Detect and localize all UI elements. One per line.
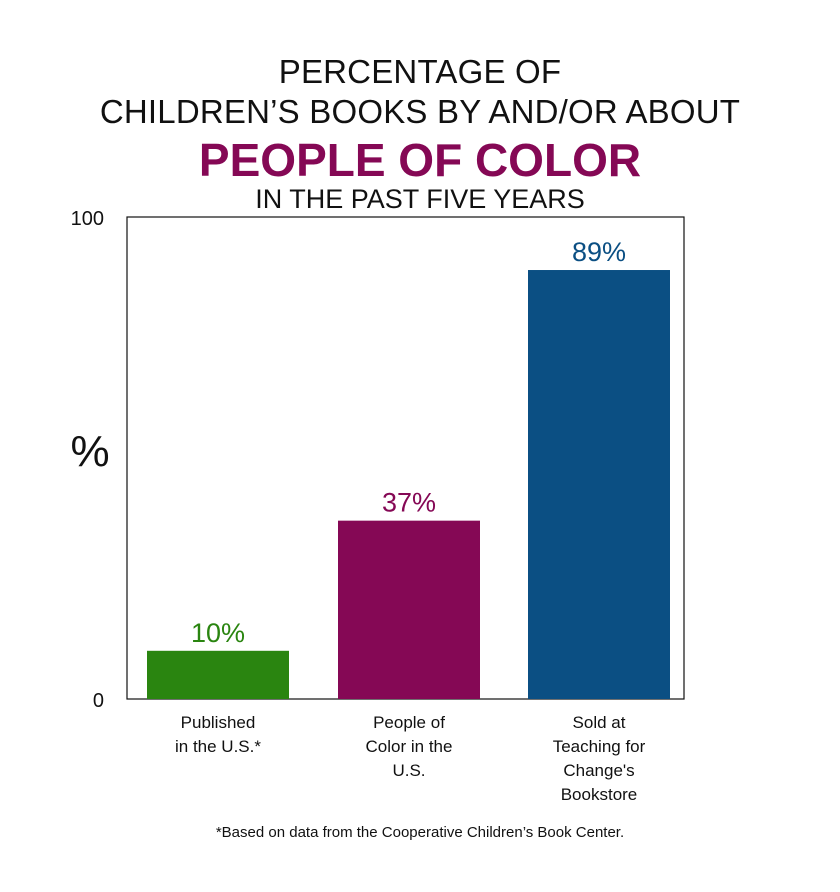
bar-value-label: 10% (191, 618, 245, 648)
bar-value-label: 37% (382, 488, 436, 518)
x-category-label-line: Color in the (366, 737, 453, 756)
x-category-label: Published in the U.S.* (175, 713, 261, 756)
x-category-label: Sold at Teaching for Change's Bookstore (553, 713, 646, 804)
x-category-label-line: Change's (563, 761, 634, 780)
chart-title-line-1: PERCENTAGE OF (278, 53, 562, 90)
x-category-label-line: U.S. (392, 761, 425, 780)
x-category-label-line: Sold at (573, 713, 626, 732)
bar (338, 520, 480, 699)
y-axis-label: % (70, 427, 109, 476)
chart-title-highlight: PEOPLE OF COLOR (198, 134, 642, 186)
footnote: *Based on data from the Cooperative Chil… (215, 824, 625, 841)
x-category-label-line: Bookstore (561, 785, 638, 804)
bar (147, 650, 289, 699)
chart-title-line-2: CHILDREN’S BOOKS BY AND/OR ABOUT (99, 93, 741, 130)
y-tick-label: 0 (93, 690, 104, 712)
x-category-label-line: in the U.S.* (175, 737, 261, 756)
x-category-label: People of Color in the U.S. (366, 713, 453, 780)
bar-value-label: 89% (572, 237, 626, 267)
y-tick-label: 100 (71, 208, 104, 230)
x-category-label-line: People of (373, 713, 445, 732)
x-category-label-line: Published (181, 713, 256, 732)
bar (528, 270, 670, 699)
x-category-label-line: Teaching for (553, 737, 646, 756)
chart-subtitle: IN THE PAST FIVE YEARS (255, 184, 585, 214)
